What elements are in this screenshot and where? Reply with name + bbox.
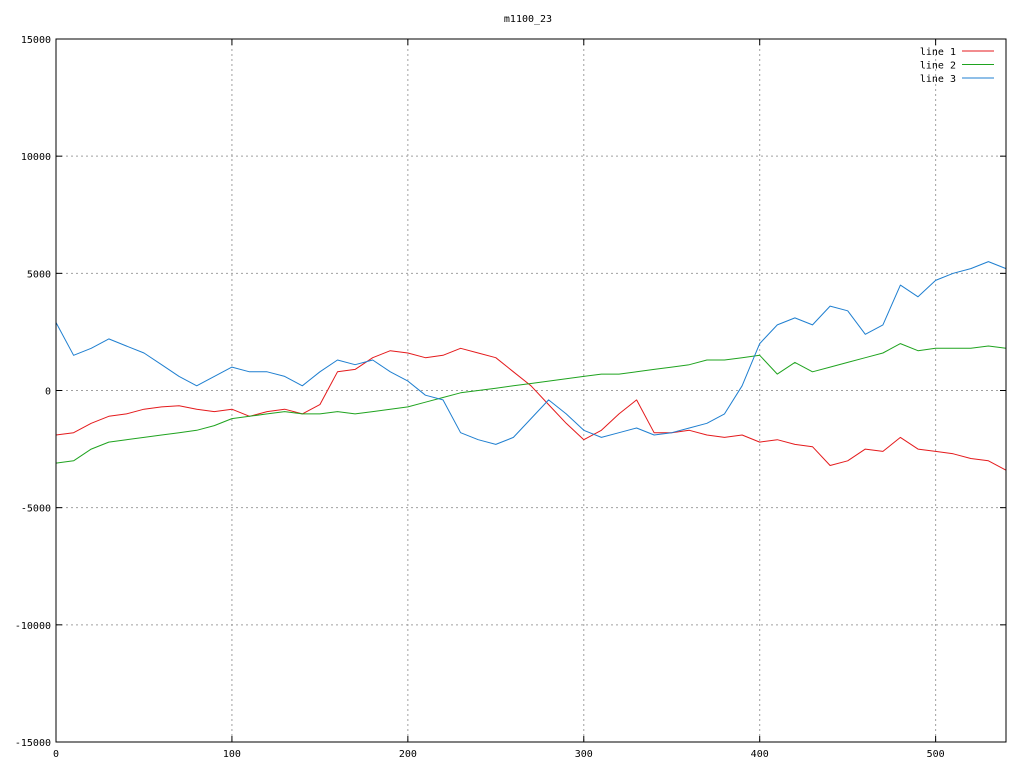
legend-label: line 3 [920,74,956,85]
series-line-3 [55,261,1007,445]
x-tick-label: 500 [927,749,945,760]
y-tick-label: -15000 [15,738,51,749]
y-tick-label: 15000 [21,35,51,46]
y-tick-label: -5000 [21,504,51,515]
y-tick-label: 5000 [27,269,51,280]
x-tick-label: 0 [53,749,59,760]
legend-label: line 2 [920,61,956,72]
y-tick-label: -10000 [15,621,51,632]
x-tick-label: 300 [575,749,593,760]
series-line-2 [55,343,1007,464]
x-tick-label: 400 [751,749,769,760]
series-lines [55,261,1007,471]
y-tick-label: 0 [45,387,51,398]
series-line-1 [55,347,1007,471]
legend-label: line 1 [920,47,956,58]
chart-title: m1100_23 [504,14,552,25]
gridlines [56,39,1006,742]
y-tick-label: 10000 [21,152,51,163]
x-tick-label: 200 [399,749,417,760]
x-tick-label: 100 [223,749,241,760]
axis-ticks: 0 100 200 300 400 500 -15000 -10000 -5000 0 5000 10… [15,35,1006,760]
legend: line 1 line 2 line 3 [920,47,994,85]
